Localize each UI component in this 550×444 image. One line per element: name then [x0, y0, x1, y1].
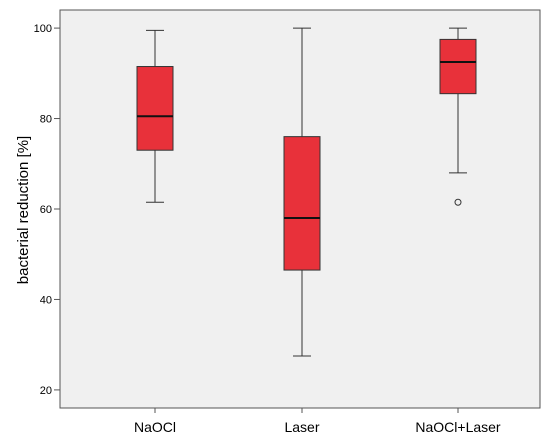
y-tick-label: 80 [40, 114, 52, 126]
y-tick-label: 100 [34, 23, 52, 35]
box-group-naocl-laser [439, 27, 477, 206]
iqr-box [283, 136, 321, 271]
outlier-point [454, 198, 462, 206]
box-group-laser [283, 27, 321, 357]
y-axis: 20 40 60 80 100 [34, 23, 60, 397]
iqr-box [439, 38, 477, 95]
x-axis: NaOCl Laser NaOCl+Laser [134, 408, 501, 435]
y-tick-label: 60 [40, 204, 52, 216]
y-axis-title: bacterial reduction [%] [15, 136, 32, 284]
x-tick-label: NaOCl+Laser [415, 419, 501, 435]
x-tick-label: NaOCl [134, 419, 176, 435]
y-tick-label: 40 [40, 294, 52, 306]
box-group-naocl [136, 29, 174, 203]
y-tick-label: 20 [40, 385, 52, 397]
boxes-layer [136, 27, 477, 357]
x-tick-label: Laser [284, 419, 319, 435]
iqr-box [136, 66, 174, 151]
